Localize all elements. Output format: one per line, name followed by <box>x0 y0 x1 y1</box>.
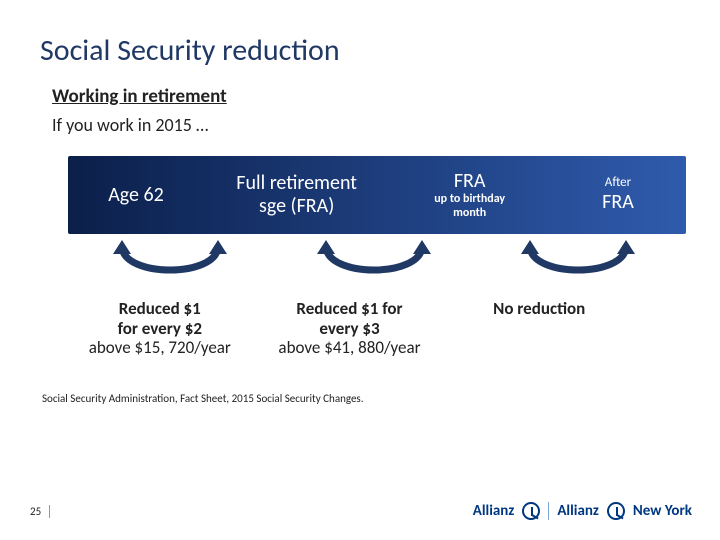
intro-text: If you work in 2015 … <box>52 114 680 136</box>
brand-icon-2 <box>607 502 625 520</box>
timeline-band: Age 62Full retirementsge (FRA)FRAup to b… <box>68 156 686 234</box>
brand-name-2: Allianz <box>557 502 599 520</box>
band-cell-2: FRAup to birthdaymonth <box>389 170 550 221</box>
source-citation: Social Security Administration, Fact She… <box>42 392 680 405</box>
result-2: No reduction <box>447 299 631 358</box>
result-1: Reduced $1 forevery $3above $41, 880/yea… <box>252 299 448 358</box>
band-cell-0: Age 62 <box>68 184 204 207</box>
results-row: Reduced $1for every $2above $15, 720/yea… <box>68 299 680 358</box>
page-number: 25 <box>30 505 50 518</box>
result-0: Reduced $1for every $2above $15, 720/yea… <box>68 299 252 358</box>
brand-icon <box>522 502 540 520</box>
curve-arrow-0 <box>110 238 230 297</box>
brand-name-1: Allianz <box>473 502 515 520</box>
subtitle: Working in retirement <box>52 85 680 108</box>
curve-arrow-2 <box>518 238 638 297</box>
brand-divider <box>548 502 549 520</box>
footer: 25 Allianz Allianz New York <box>30 502 692 520</box>
arrows-row <box>68 238 680 297</box>
band-cell-3: AfterFRA <box>550 176 686 214</box>
band-cell-1: Full retirementsge (FRA) <box>204 172 389 218</box>
slide-title: Social Security reduction <box>40 32 680 69</box>
curve-arrow-1 <box>314 238 434 297</box>
brand-sub: New York <box>633 502 692 520</box>
brand-block: Allianz Allianz New York <box>473 502 692 520</box>
